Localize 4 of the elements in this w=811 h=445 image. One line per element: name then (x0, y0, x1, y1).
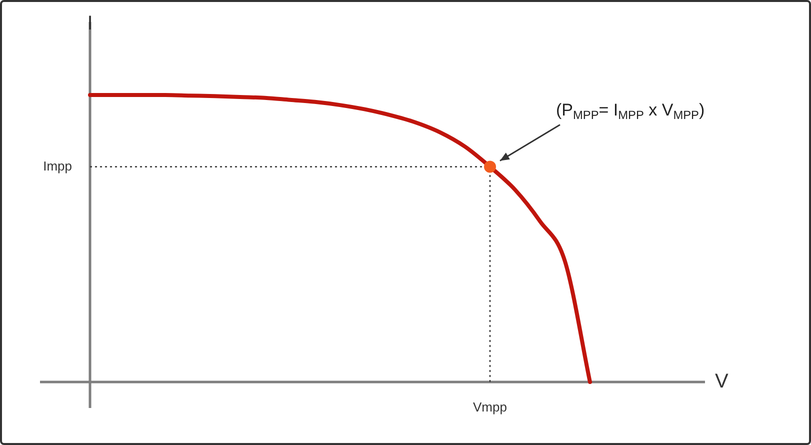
text: Vmpp (473, 400, 507, 415)
ref-line-label: Impp (43, 158, 72, 174)
y-axis-title: I (87, 12, 93, 35)
x-axis-title: V (715, 370, 729, 393)
